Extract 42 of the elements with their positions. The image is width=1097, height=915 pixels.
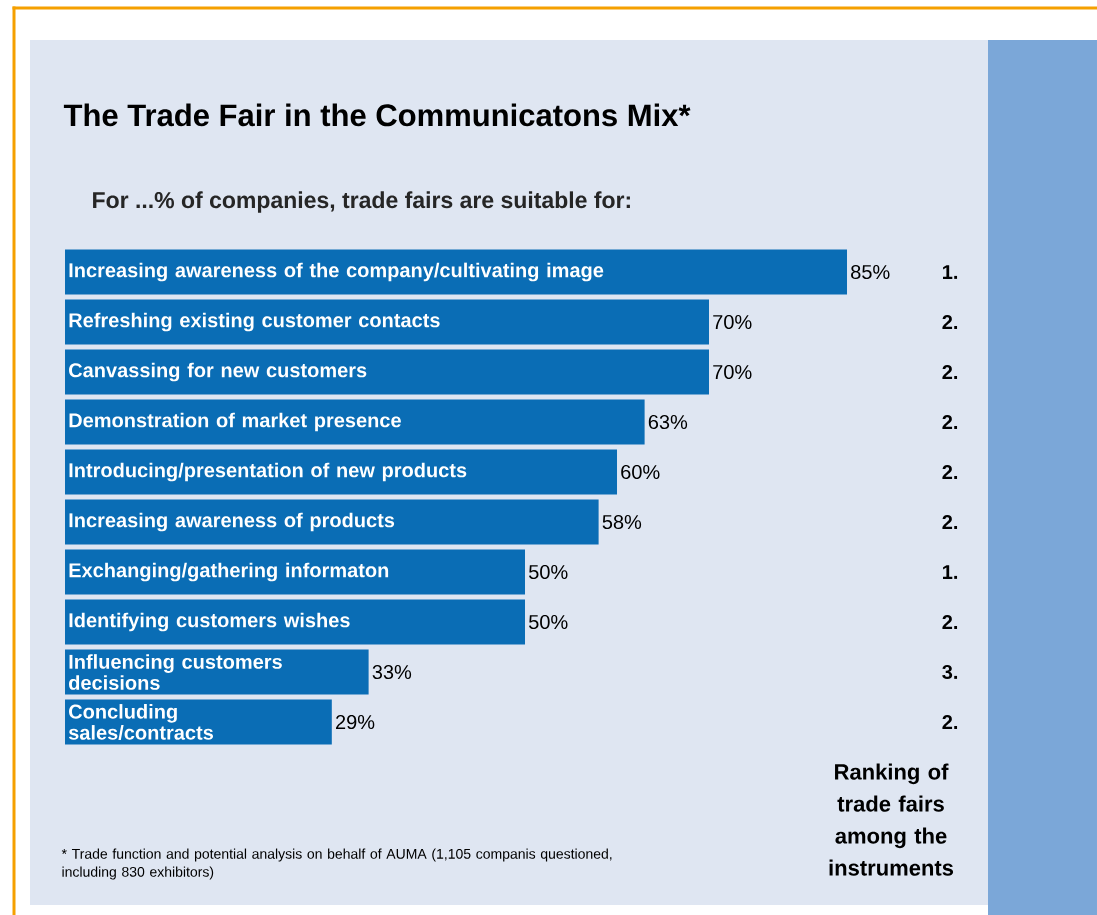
y-tick-label: Increasing awareness of the company/cultivating image: [69, 262, 604, 282]
data-label: 85%: [851, 264, 890, 280]
y-tick-label: Concluding sales/contracts: [68, 704, 214, 740]
data-label: 29%: [336, 714, 375, 730]
y-tick-label: Refreshing existing customer contacts: [69, 312, 440, 332]
y-tick-label: Exchanging/gathering informaton: [69, 562, 389, 582]
text: 1.: [943, 265, 958, 279]
text: 2.: [942, 315, 958, 329]
bar: [65, 399, 645, 445]
data-label: 50%: [529, 564, 568, 580]
text: 2.: [942, 715, 958, 729]
bar: [65, 299, 710, 345]
data-label: 60%: [621, 464, 660, 480]
y-tick-label: Demonstration of market presence: [69, 412, 401, 432]
bar: [65, 449, 618, 495]
chart-subtitle: For ...% of companies, trade fairs are suitable for:: [93, 191, 630, 213]
text: 2.: [942, 415, 958, 429]
y-tick-label: Increasing awareness of products: [69, 512, 395, 532]
text: Ranking of trade fairs among the instruments: [829, 763, 954, 876]
y-tick-label: Canvassing for new customers: [69, 362, 367, 382]
text: * Trade function and potential analysis on behalf of AUMA (1,105 companis questioned, including 830 exhibitors): [61, 848, 612, 880]
y-tick-label: Influencing customers decisions: [69, 654, 282, 690]
text: 2.: [942, 515, 958, 529]
y-tick-label: Introducing/presentation of new products: [69, 462, 467, 482]
data-label: 63%: [648, 414, 688, 430]
bar: [65, 249, 847, 295]
bar: [65, 349, 710, 395]
text: 2.: [942, 465, 958, 479]
y-tick-label: Identifying customers wishes: [69, 612, 350, 632]
data-label: 33%: [372, 664, 412, 680]
bar: [65, 549, 526, 595]
data-label: 58%: [602, 514, 642, 530]
text: 3.: [942, 664, 958, 680]
data-label: 70%: [713, 364, 752, 380]
text: 2.: [942, 615, 958, 629]
text: 1.: [943, 565, 958, 579]
text: 2.: [942, 365, 958, 379]
bar: [65, 499, 599, 545]
bar: [65, 599, 526, 645]
chart-title: The Trade Fair in the Communicatons Mix*: [63, 103, 691, 127]
data-label: 50%: [529, 614, 568, 630]
data-label: 70%: [713, 314, 752, 330]
